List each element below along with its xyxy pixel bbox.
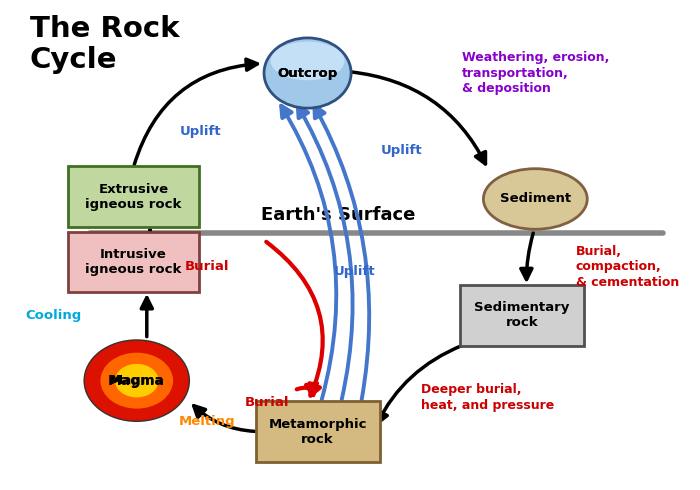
Text: Uplift: Uplift — [334, 265, 375, 278]
Ellipse shape — [264, 38, 351, 108]
Text: Uplift: Uplift — [180, 124, 221, 138]
Text: Magma: Magma — [108, 374, 165, 388]
FancyBboxPatch shape — [256, 401, 379, 462]
Text: Metamorphic
rock: Metamorphic rock — [268, 417, 367, 445]
FancyBboxPatch shape — [68, 232, 199, 292]
Text: Burial,
compaction,
& cementation: Burial, compaction, & cementation — [575, 245, 679, 289]
Ellipse shape — [484, 169, 587, 229]
Text: Extrusive
igneous rock: Extrusive igneous rock — [85, 183, 181, 211]
Text: The Rock
Cycle: The Rock Cycle — [29, 15, 179, 74]
Text: Sediment: Sediment — [500, 193, 571, 205]
Text: Earth's Surface: Earth's Surface — [260, 206, 415, 224]
Text: Outcrop: Outcrop — [277, 67, 337, 79]
Ellipse shape — [271, 42, 344, 80]
Text: Cooling: Cooling — [25, 309, 81, 322]
Text: Magma: Magma — [109, 374, 164, 387]
Ellipse shape — [100, 353, 173, 409]
Text: Intrusive
igneous rock: Intrusive igneous rock — [85, 248, 181, 276]
Text: Outcrop: Outcrop — [277, 67, 337, 79]
Ellipse shape — [115, 364, 159, 397]
Text: Weathering, erosion,
transportation,
& deposition: Weathering, erosion, transportation, & d… — [461, 51, 609, 95]
Text: Burial: Burial — [245, 396, 290, 409]
Ellipse shape — [85, 341, 189, 420]
Text: Uplift: Uplift — [381, 144, 422, 157]
Text: Melting: Melting — [178, 416, 235, 428]
Text: Deeper burial,
heat, and pressure: Deeper burial, heat, and pressure — [421, 383, 554, 412]
Text: Sedimentary
rock: Sedimentary rock — [474, 301, 570, 329]
FancyBboxPatch shape — [460, 285, 584, 345]
Ellipse shape — [85, 341, 189, 420]
Text: Burial: Burial — [185, 260, 230, 273]
FancyBboxPatch shape — [68, 166, 199, 227]
